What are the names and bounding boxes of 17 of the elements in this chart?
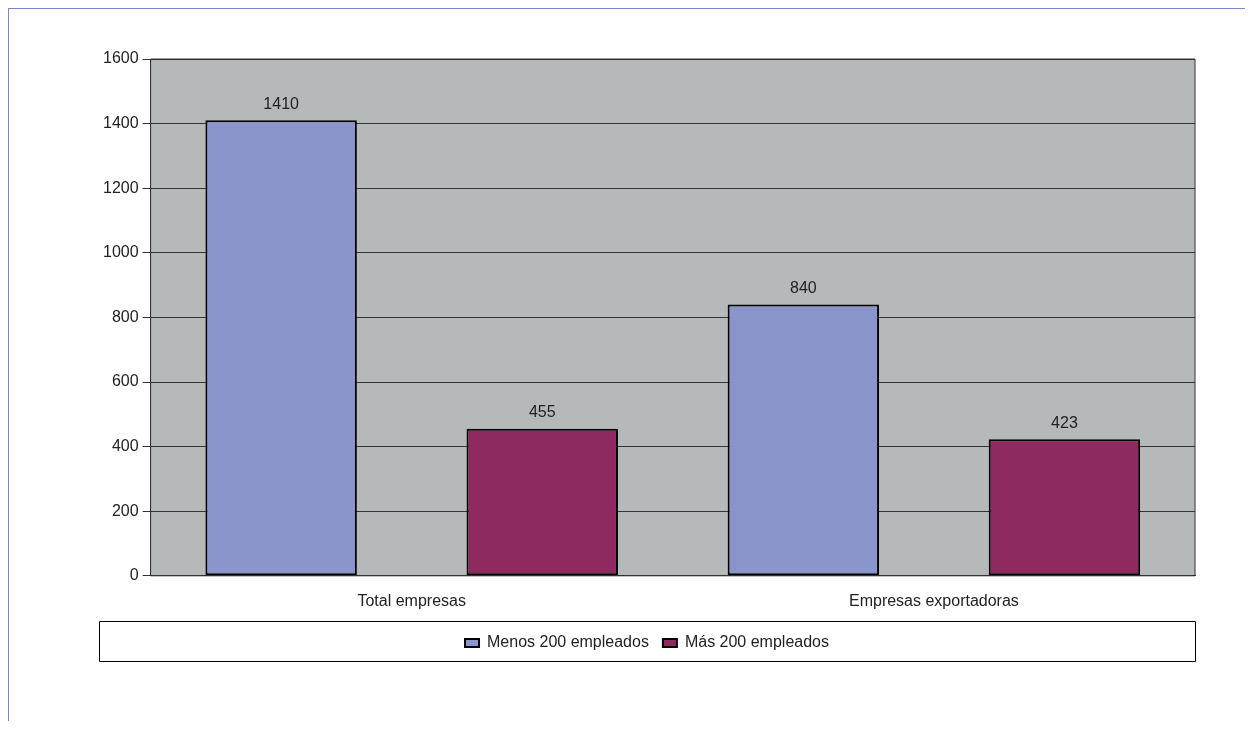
data-label: 1410 [263, 94, 300, 112]
y-tick-label: 400 [111, 437, 139, 455]
x-tick-label: Empresas exportadoras [848, 591, 1019, 609]
data-label: 840 [790, 278, 817, 296]
y-tick-label: 0 [129, 566, 139, 584]
y-tick-label: 200 [111, 501, 139, 519]
y-tick-label: 1200 [103, 178, 139, 196]
y-tick-label: 600 [111, 372, 139, 390]
y-tick-label: 1600 [103, 49, 139, 67]
data-label: 455 [528, 403, 556, 421]
x-tick-label: Total empresas [357, 591, 466, 609]
y-tick-label: 800 [111, 307, 139, 325]
legend-label: Menos 200 empleados [487, 633, 649, 651]
y-tick-label: 1400 [103, 114, 139, 132]
y-tick-label: 1000 [103, 243, 139, 261]
data-label: 423 [1051, 413, 1078, 431]
legend-label: Más 200 empleados [684, 633, 829, 651]
